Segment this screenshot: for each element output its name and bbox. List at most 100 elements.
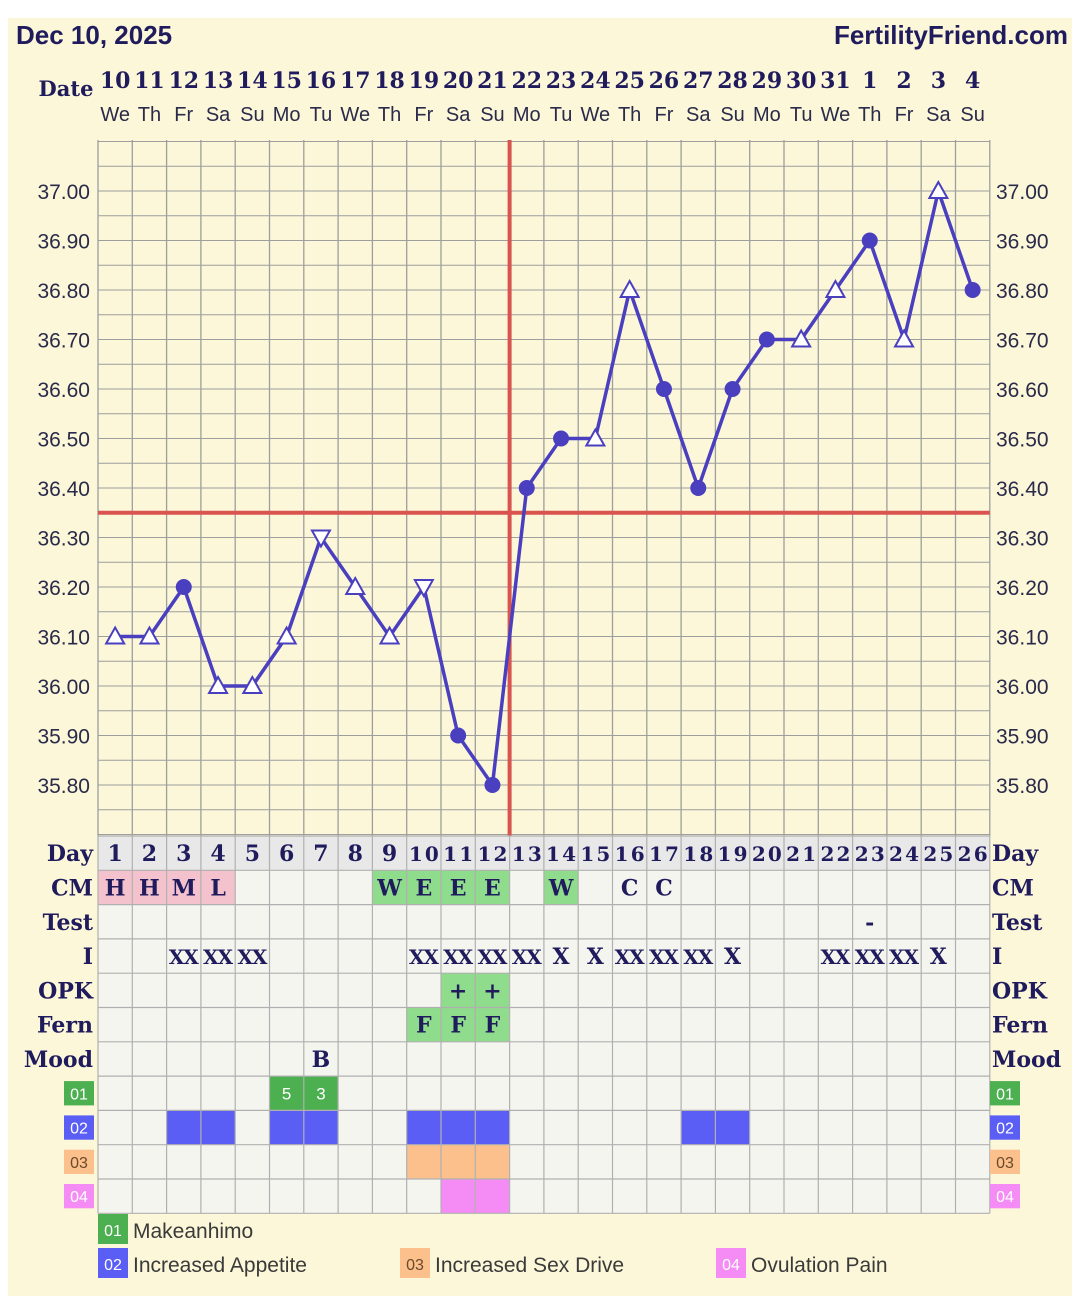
temperature-series xyxy=(104,179,981,793)
row-label-right-intercourse: I xyxy=(992,944,1002,970)
symptom-cell-02 xyxy=(715,1110,750,1145)
cm-cell-highlight xyxy=(475,870,510,905)
date-label: 12 xyxy=(168,68,199,94)
temperature-point xyxy=(104,625,126,645)
y-tick-label-right: 35.90 xyxy=(996,726,1049,749)
temperature-point xyxy=(553,430,570,447)
weekday-label: Th xyxy=(378,104,401,126)
cell-cm: E xyxy=(415,875,432,901)
temperature-point xyxy=(964,282,981,298)
date-label: 29 xyxy=(752,68,783,94)
symptom-badge-right xyxy=(990,1081,1020,1106)
cell-intercourse: XX xyxy=(512,945,542,969)
weekday-label: Th xyxy=(858,104,881,126)
row-label-intercourse: I xyxy=(83,944,93,970)
date-label: 24 xyxy=(580,68,611,94)
cell-intercourse: XX xyxy=(477,945,507,969)
row-label-cm: CM xyxy=(51,875,93,901)
symptom-cell-02 xyxy=(269,1110,304,1145)
y-tick-label-left: 36.40 xyxy=(37,478,90,501)
cell-cm: W xyxy=(376,875,402,901)
temperature-point xyxy=(927,179,950,199)
symptom-code-right: 01 xyxy=(996,1086,1014,1103)
cell-cm: E xyxy=(484,875,501,901)
y-tick-label-left: 35.90 xyxy=(37,726,90,749)
temperature-point xyxy=(518,480,535,496)
cell-cm: H xyxy=(105,875,126,901)
cell-intercourse: X xyxy=(587,944,605,970)
cell-day: 1 xyxy=(107,841,122,867)
cell-intercourse: XX xyxy=(649,945,679,969)
y-tick-label-right: 36.20 xyxy=(996,577,1049,600)
symptom-code-left: 04 xyxy=(70,1189,88,1206)
weekday-label: Fr xyxy=(414,104,433,126)
row-label-right-fern: Fern xyxy=(992,1013,1048,1039)
weekday-label: Su xyxy=(240,104,264,126)
temperature-point xyxy=(724,381,741,397)
symptom-cell-03 xyxy=(441,1144,476,1179)
y-tick-label-right: 36.60 xyxy=(996,379,1049,402)
date-label: 21 xyxy=(477,68,508,94)
date-label: 16 xyxy=(306,68,337,94)
legend-swatch-02 xyxy=(98,1248,128,1278)
cell-intercourse: XX xyxy=(615,945,645,969)
date-label: 11 xyxy=(134,68,165,94)
cell-intercourse: XX xyxy=(443,945,473,969)
y-tick-label-left: 36.00 xyxy=(37,676,90,699)
weekday-label: Tu xyxy=(550,104,573,126)
symptom-cell-02 xyxy=(303,1110,339,1145)
date-label: 22 xyxy=(511,68,542,94)
cell-mood: B xyxy=(312,1047,331,1073)
cm-cell-highlight xyxy=(406,870,441,905)
symptom-cell-value: 3 xyxy=(316,1084,325,1103)
y-tick-label-left: 36.60 xyxy=(37,379,90,402)
y-tick-label-right: 36.30 xyxy=(996,528,1049,551)
weekday-label: Su xyxy=(720,104,744,126)
cell-day: 2 xyxy=(142,841,157,867)
y-tick-label-left: 36.80 xyxy=(37,280,90,303)
weekday-label: Sa xyxy=(206,104,231,126)
y-tick-label-left: 36.70 xyxy=(37,330,90,353)
temperature-point xyxy=(310,529,332,549)
legend-code-02: 02 xyxy=(104,1257,122,1274)
temperature-point xyxy=(861,232,878,249)
symptom-cell-02 xyxy=(475,1110,510,1145)
cell-intercourse: XX xyxy=(889,945,919,969)
cell-day: 9 xyxy=(382,841,397,867)
weekday-label: Th xyxy=(618,104,641,126)
y-tick-label-left: 36.20 xyxy=(37,577,90,600)
temperature-point xyxy=(275,625,298,645)
row-label-day: Day xyxy=(47,841,94,867)
cell-cm: C xyxy=(655,875,673,901)
cell-fern: F xyxy=(416,1013,432,1039)
date-label: 10 xyxy=(100,68,131,94)
cell-cm: M xyxy=(172,875,196,901)
symptom-badge-right xyxy=(990,1115,1020,1140)
y-tick-label-left: 36.10 xyxy=(37,627,90,650)
legend-code-01: 01 xyxy=(104,1223,122,1240)
y-axis-ticks: 37.00 37.00 36.90 36.90 36.80 36.80 36.70 36.70… xyxy=(37,181,1048,798)
row-label-test: Test xyxy=(43,910,94,936)
weekday-label: Sa xyxy=(686,104,711,126)
date-label: 31 xyxy=(820,68,851,94)
temperature-point xyxy=(690,480,707,496)
weekday-label: We xyxy=(340,104,370,126)
temperature-point xyxy=(893,328,915,348)
y-tick-label-left: 37.00 xyxy=(37,181,90,204)
symptom-badge-right xyxy=(990,1184,1020,1209)
date-header: 10We11Th12Fr13Sa14Su15Mo16Tu17We18Th19Fr… xyxy=(100,68,985,126)
opk-cell-highlight xyxy=(441,973,476,1008)
temperature-grid xyxy=(97,140,991,836)
cell-intercourse: XX xyxy=(169,945,199,969)
cell-cm: W xyxy=(548,875,574,901)
temperature-point xyxy=(618,278,641,298)
row-label-right-day: Day xyxy=(992,841,1039,867)
y-tick-label-left: 36.50 xyxy=(37,429,90,452)
date-label: 2 xyxy=(896,68,911,94)
weekday-label: Fr xyxy=(174,104,193,126)
symptom-cell-01 xyxy=(269,1076,304,1111)
y-tick-label-right: 36.70 xyxy=(996,330,1049,353)
cell-day: 6 xyxy=(279,841,294,867)
y-tick-label-right: 36.10 xyxy=(996,627,1049,650)
